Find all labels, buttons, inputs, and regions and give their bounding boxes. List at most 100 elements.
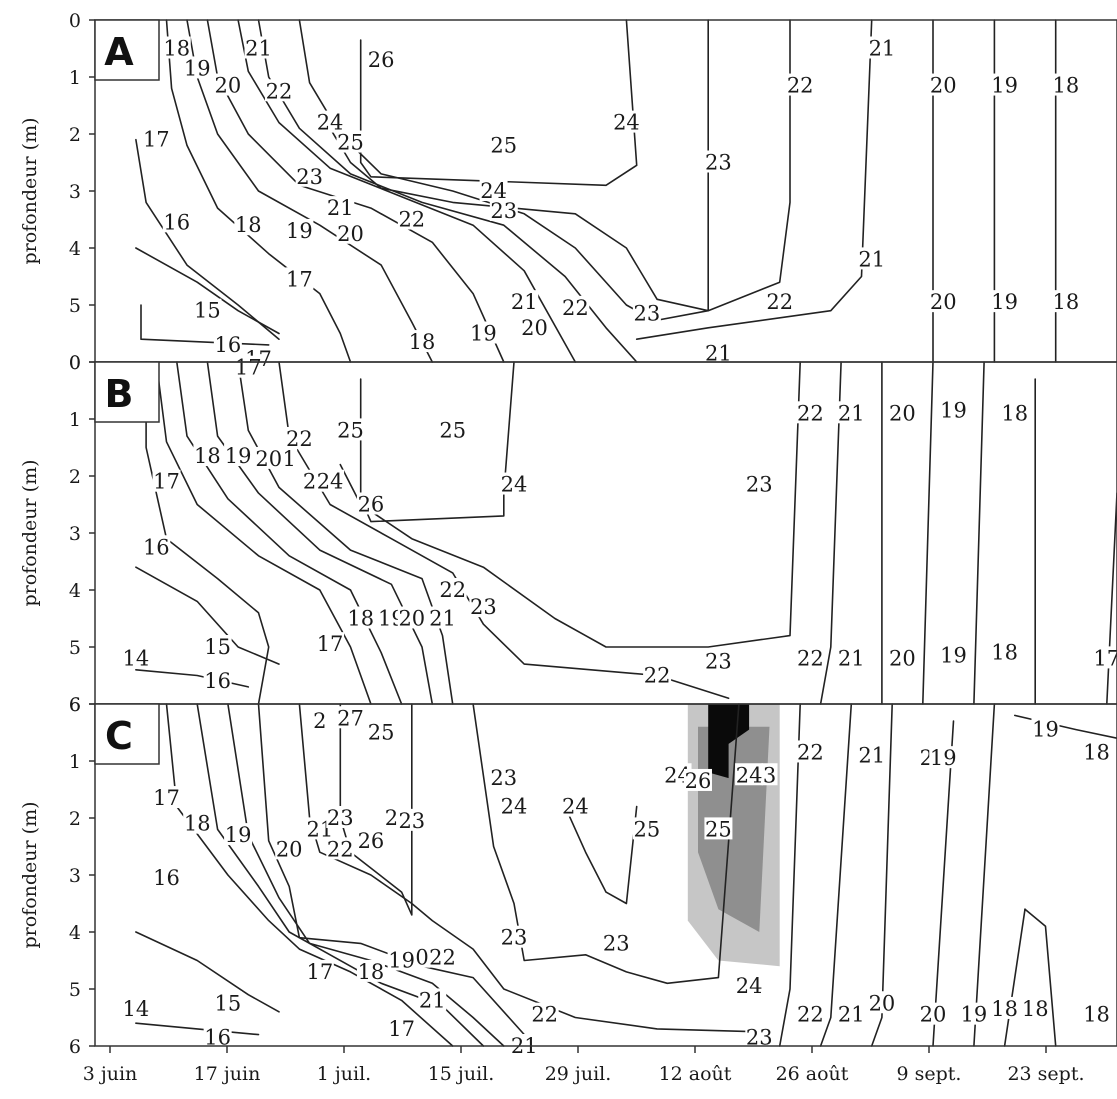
contour-label-bg <box>888 646 917 669</box>
y-tick-label: 5 <box>69 295 81 317</box>
contour-label: 23 <box>470 595 497 619</box>
isotherm-line <box>1024 908 1057 1047</box>
contour-label-bg <box>203 635 232 657</box>
contour-label: 19 <box>991 290 1018 314</box>
contour-label-bg <box>244 36 273 59</box>
contour-label-bg <box>428 606 457 629</box>
contour-label-bg <box>704 649 733 672</box>
contour-label: 20 <box>930 74 957 98</box>
contour-label-bg <box>316 469 345 492</box>
contour-label: 18 <box>991 641 1018 665</box>
contour-label-bg <box>929 290 958 313</box>
contour-label: 22 <box>787 74 814 98</box>
contour-label: 22 <box>797 401 824 425</box>
contour-label-bg <box>919 1002 948 1025</box>
contour-label-bg <box>745 472 774 495</box>
y-tick-label: 4 <box>69 580 81 602</box>
contour-label-bg <box>183 811 212 834</box>
contour-label: 20 <box>337 222 364 246</box>
isotherm-line <box>932 720 955 1047</box>
x-tick-label: 1 juil. <box>317 1063 371 1085</box>
contour-label: 21 <box>838 646 865 670</box>
isotherm-line <box>778 703 801 1047</box>
contour-label-bg <box>193 298 222 321</box>
isotherm-line <box>135 247 280 335</box>
contour-label: 19 <box>225 823 252 847</box>
y-tick-label: 1 <box>69 409 81 431</box>
contour-label-bg <box>837 401 866 424</box>
contour-label: 16 <box>214 333 241 357</box>
contour-label-bg <box>162 36 191 59</box>
panel-label: A <box>104 30 134 74</box>
contour-label-bg <box>990 996 1019 1019</box>
contour-label-bg <box>121 646 150 669</box>
panel-label: C <box>105 714 133 758</box>
contour-label-bg <box>990 290 1019 313</box>
y-axis-label: profondeur (m) <box>19 802 41 949</box>
contour-label-bg <box>408 330 437 353</box>
contour-label: 19 <box>940 398 967 422</box>
contour-label-bg <box>234 213 263 236</box>
contour-label: 18 <box>358 960 385 984</box>
contour-label-bg <box>704 817 733 840</box>
contour-label: 23 <box>501 926 528 950</box>
contour-label: 23 <box>603 931 630 955</box>
isotherm-line <box>870 703 893 1047</box>
contour-label-bg <box>1092 646 1117 669</box>
contour-label: 18 <box>1083 1003 1110 1027</box>
contour-label: 14 <box>123 997 150 1021</box>
isotherm-line <box>564 805 638 905</box>
contour-label-bg <box>387 948 416 971</box>
contour-label-bg <box>761 763 778 786</box>
contour-label-bg <box>489 198 518 221</box>
contour-label: 23 <box>490 199 517 223</box>
contour-label-bg <box>213 73 242 96</box>
isotherm-line <box>359 19 638 187</box>
contour-label: 18 <box>194 444 221 468</box>
contour-label: 17 <box>1093 646 1117 670</box>
isotherm-line <box>329 19 709 312</box>
y-tick-label: 2 <box>69 124 81 146</box>
contour-label-bg <box>765 290 794 313</box>
contour-label: 24 <box>613 111 640 135</box>
isotherm-line <box>819 703 853 1047</box>
y-tick-label: 0 <box>69 352 81 374</box>
contour-label: 16 <box>163 210 190 234</box>
contour-label-bg <box>367 720 396 743</box>
contour-label-bg <box>234 355 263 378</box>
contour-label: 22 <box>766 290 793 314</box>
contour-label: 18 <box>1001 401 1028 425</box>
contour-label-bg <box>1051 73 1080 96</box>
contour-label: 0 <box>415 946 428 970</box>
contour-label: 18 <box>991 997 1018 1021</box>
contour-label-bg <box>796 646 825 669</box>
contour-label-bg <box>152 786 181 809</box>
contour-label: 17 <box>286 267 313 291</box>
contour-label-bg <box>643 663 672 686</box>
contour-label: 24 <box>736 974 763 998</box>
contour-label: 22 <box>398 208 425 232</box>
contour-label: 17 <box>388 1017 415 1041</box>
contour-label: 24 <box>736 763 763 787</box>
isotherm-line <box>472 703 740 985</box>
contour-label-bg <box>367 47 396 70</box>
contour-label: 23 <box>296 165 323 189</box>
contour-label: 21 <box>511 290 538 314</box>
contour-label: 27 <box>337 706 364 730</box>
contour-label-bg <box>193 444 222 467</box>
contour-label: 24 <box>317 470 344 494</box>
contour-label: 17 <box>235 356 262 380</box>
contour-label: 25 <box>439 418 466 442</box>
contour-label: 22 <box>266 79 293 103</box>
contour-label: 17 <box>306 960 333 984</box>
contour-label-bg <box>500 472 529 495</box>
contour-label-bg <box>837 646 866 669</box>
isotherm-line <box>973 361 985 705</box>
contour-label: 2 <box>385 806 398 830</box>
y-tick-label: 0 <box>69 352 81 374</box>
contour-label-bg <box>469 595 498 618</box>
contour-label: 26 <box>358 829 385 853</box>
x-tick-label: 23 sept. <box>1007 1063 1084 1085</box>
contour-label: 14 <box>123 646 150 670</box>
contour-label-bg <box>704 150 733 173</box>
